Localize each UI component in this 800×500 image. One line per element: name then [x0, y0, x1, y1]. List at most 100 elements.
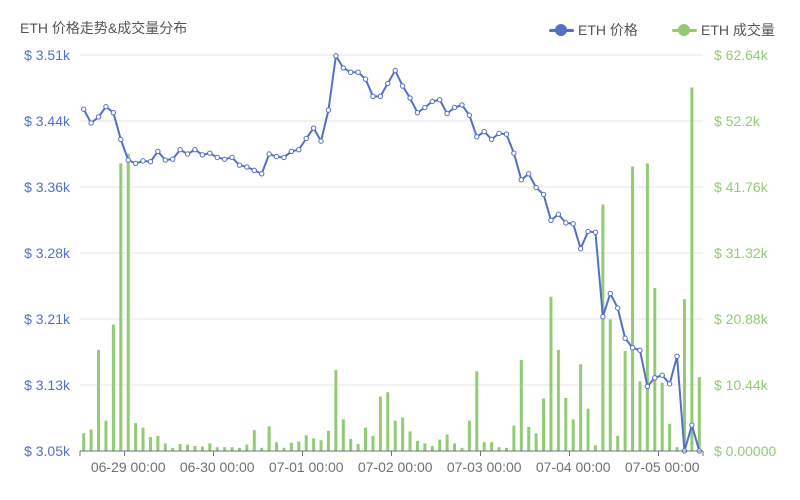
volume-bar — [275, 442, 279, 451]
price-point — [503, 131, 510, 137]
volume-bar — [312, 438, 316, 451]
chart-title: ETH 价格走势&成交量分布 — [20, 20, 188, 36]
volume-bar — [564, 397, 568, 451]
price-point — [236, 162, 243, 168]
axes: $ 3.05k $ 0.00000 $ 3.13k $ 10.44k $ 3.21k $ … — [24, 47, 776, 475]
volume-bar — [200, 446, 204, 451]
volume-bar — [304, 435, 308, 451]
volume-bar — [386, 392, 390, 451]
price-point — [362, 76, 369, 82]
price-point — [607, 290, 613, 297]
price-point — [288, 148, 295, 155]
volume-bar — [519, 359, 523, 451]
y-right-tick-label: $ 41.76k — [714, 179, 769, 195]
grid-lines — [80, 54, 703, 386]
price-point — [540, 191, 547, 198]
price-point — [221, 156, 228, 162]
price-point — [629, 344, 636, 351]
price-point — [548, 217, 554, 223]
price-point — [615, 305, 621, 311]
volume-bar — [408, 431, 412, 451]
price-point — [637, 347, 643, 353]
legend-item-volume[interactable]: ETH 成交量 — [672, 20, 775, 40]
volume-bar — [282, 447, 286, 451]
legend-volume-swatch — [672, 23, 697, 37]
price-point — [110, 109, 117, 116]
price-point — [459, 102, 465, 108]
volume-bar — [104, 420, 108, 451]
volume-bar — [675, 447, 679, 451]
price-point — [118, 136, 124, 143]
price-point — [184, 151, 191, 157]
price-point — [533, 184, 539, 191]
price-point — [318, 138, 324, 144]
volume-bar — [341, 419, 345, 451]
legend-price-swatch — [549, 23, 574, 37]
volume-bar — [297, 441, 301, 451]
volume-bar — [178, 444, 182, 451]
price-point — [370, 93, 376, 100]
y-right-tick-label: $ 20.88k — [714, 311, 769, 327]
volume-bar — [690, 87, 694, 451]
price-point — [140, 158, 146, 164]
volume-bar — [660, 382, 664, 451]
y-left-tick-label: $ 3.05k — [24, 443, 71, 459]
price-point — [481, 128, 487, 135]
volume-bar — [445, 434, 449, 451]
price-point — [511, 150, 517, 156]
legend-price-label: ETH 价格 — [578, 22, 638, 38]
volume-bar — [593, 445, 597, 451]
price-point — [563, 220, 569, 226]
volume-bar — [356, 444, 360, 451]
price-point — [600, 314, 606, 320]
volume-bar — [608, 319, 612, 451]
volume-bar — [171, 447, 175, 451]
volume-bar — [111, 324, 115, 451]
price-point — [229, 154, 235, 161]
volume-bar — [82, 433, 86, 451]
x-tick-label: 07-01 00:00 — [269, 459, 344, 475]
volume-bar — [653, 287, 657, 451]
volume-bar — [571, 419, 575, 451]
price-point — [451, 104, 458, 111]
volume-bar — [371, 435, 375, 451]
volume-bar — [616, 435, 620, 451]
volume-bar — [623, 351, 627, 451]
volume-bar — [208, 443, 212, 451]
volume-bar — [423, 443, 427, 451]
price-point — [689, 422, 695, 428]
x-tick-label: 07-04 00:00 — [536, 459, 611, 475]
price-point — [377, 93, 384, 100]
x-tick-label: 07-03 00:00 — [447, 459, 522, 475]
price-point — [132, 160, 139, 167]
volume-bar — [697, 377, 701, 451]
price-point — [355, 69, 361, 75]
volume-bar — [141, 427, 145, 451]
price-point — [585, 228, 591, 235]
price-point — [340, 65, 346, 71]
y-right-tick-label: $ 52.2k — [714, 113, 761, 129]
price-point — [81, 106, 87, 112]
volume-bar — [193, 445, 197, 451]
volume-bar — [549, 296, 553, 451]
volume-bar — [415, 440, 419, 451]
volume-bar — [482, 442, 486, 451]
x-tick-label: 06-30 00:00 — [180, 459, 255, 475]
price-point — [488, 136, 495, 143]
price-point — [266, 151, 272, 157]
volume-bar — [260, 447, 264, 451]
price-point — [666, 381, 673, 387]
volume-bar — [534, 433, 538, 451]
volume-bar — [186, 444, 190, 451]
price-point — [125, 157, 131, 163]
price-point — [437, 97, 443, 103]
volume-bar — [319, 440, 323, 451]
volume-bar — [504, 447, 508, 451]
price-point — [310, 125, 317, 131]
volume-bar — [497, 447, 501, 451]
price-point — [244, 164, 250, 170]
legend-item-price[interactable]: ETH 价格 — [549, 20, 638, 40]
volume-bar — [230, 447, 234, 451]
